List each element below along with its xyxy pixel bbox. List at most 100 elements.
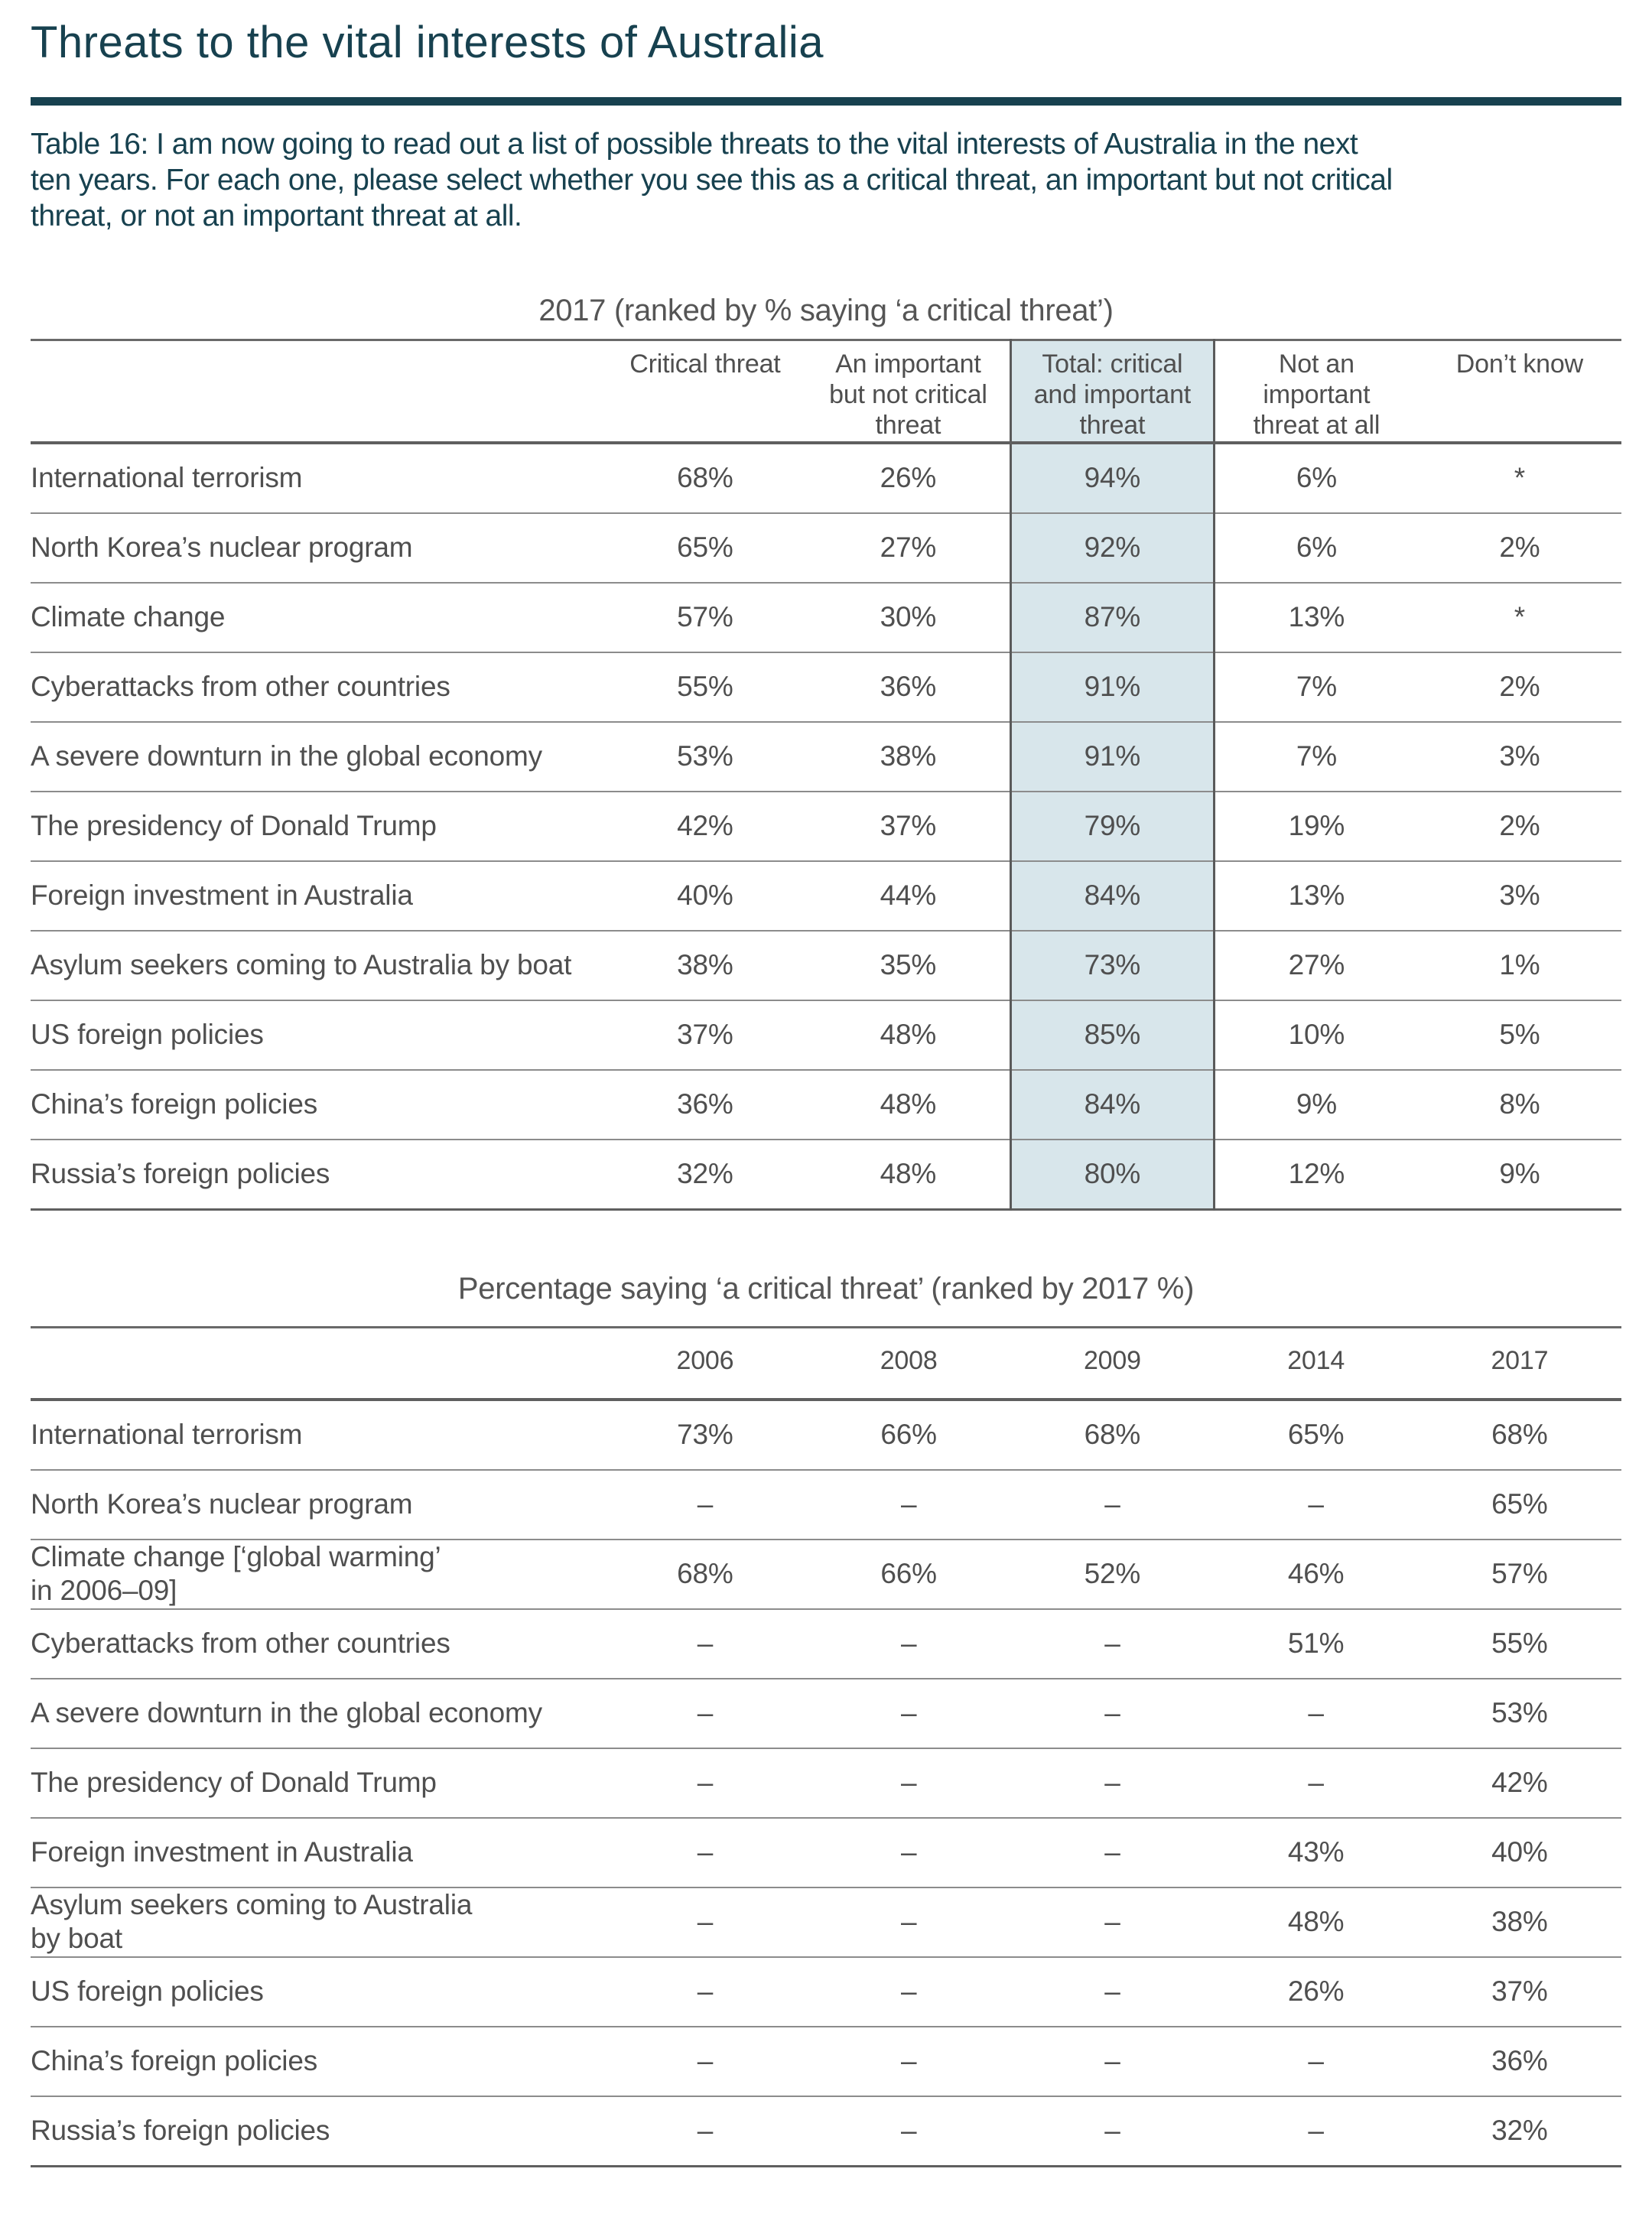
cell-value: 36% — [603, 1068, 808, 1140]
cell-value: 13% — [1214, 581, 1418, 652]
row-label: US foreign policies — [31, 999, 603, 1070]
cell-value: 52% — [1010, 1538, 1215, 1609]
cell-value: – — [807, 1886, 1011, 1957]
cell-value: 13% — [1214, 860, 1418, 931]
cell-value: 66% — [807, 1538, 1011, 1609]
cell-value: – — [1010, 1677, 1215, 1748]
row-label: Foreign investment in Australia — [31, 1816, 603, 1887]
cell-value: 55% — [603, 651, 808, 722]
header-row: Critical threat An important but not crit… — [31, 340, 1621, 443]
cell-value: 80% — [1009, 1138, 1216, 1210]
column-header: Don’t know — [1455, 349, 1583, 379]
cell-value: 38% — [807, 720, 1011, 792]
table-row: Cyberattacks from other countries – – –51% 5… — [31, 1608, 1621, 1679]
table1-title: 2017 (ranked by % saying ‘a critical thr… — [538, 293, 1114, 327]
table-row: Climate change 57% 30% 87% 13% * — [31, 581, 1621, 652]
row-label: A severe downturn in the global economy — [31, 1677, 603, 1748]
column-header: 2006 — [676, 1345, 734, 1375]
cell-value: 42% — [1417, 1747, 1621, 1818]
cell-value: * — [1514, 462, 1525, 494]
cell-value: 84% — [1009, 860, 1216, 931]
row-label: International terrorism — [31, 1419, 303, 1451]
table-row: A severe downturn in the global economy –… — [31, 1677, 1621, 1748]
cell-value: – — [1010, 2025, 1215, 2096]
cell-value: 91% — [1009, 651, 1216, 722]
cell-value: – — [807, 1608, 1011, 1679]
cell-value: 87% — [1009, 581, 1216, 652]
cell-value: 12% — [1214, 1138, 1418, 1210]
row-label: Russia’s foreign policies — [31, 2095, 603, 2167]
row-label: Climate change — [31, 581, 603, 652]
cell-value: – — [1010, 1816, 1215, 1887]
row-label: North Korea’s nuclear program — [31, 1468, 603, 1540]
cell-value: 37% — [807, 790, 1011, 861]
table-row: Foreign investment in Australia – – –43% 40% — [31, 1816, 1621, 1887]
cell-value: – — [1010, 1608, 1215, 1679]
column-header: 2017 — [1491, 1345, 1549, 1375]
cell-value: 73% — [1009, 929, 1216, 1000]
cell-value: 65% — [603, 512, 808, 583]
table1-body: International terrorism 68% 26% 94% 6% * North… — [31, 442, 1621, 1210]
row-label: A severe downturn in the global economy — [31, 720, 603, 792]
table-row: North Korea’s nuclear program 65% 27% 92% 6%… — [31, 512, 1621, 583]
cell-value: 48% — [807, 1138, 1011, 1210]
table-row: China’s foreign policies – – – –36% — [31, 2025, 1621, 2096]
critical-threat-trend-table: 2006 2008 2009 2014 2017 International terro… — [31, 1325, 1621, 2167]
cell-value: – — [603, 1468, 808, 1540]
cell-value: – — [1214, 1677, 1418, 1748]
cell-value: – — [1214, 2095, 1418, 2167]
row-label: The presidency of Donald Trump — [31, 1747, 603, 1818]
cell-value: 84% — [1009, 1068, 1216, 1140]
cell-value: 42% — [603, 790, 808, 861]
cell-value: 37% — [1417, 1956, 1621, 2027]
cell-value: 65% — [1287, 1419, 1345, 1451]
cell-value: 27% — [1214, 929, 1418, 1000]
cell-value: 53% — [603, 720, 808, 792]
row-label: China’s foreign policies — [31, 1068, 603, 1140]
cell-value: 35% — [807, 929, 1011, 1000]
table2-header: 2006 2008 2009 2014 2017 — [31, 1327, 1621, 1400]
cell-value: * — [1417, 581, 1621, 652]
table-row: A severe downturn in the global economy 5… — [31, 720, 1621, 792]
cell-value: 55% — [1417, 1608, 1621, 1679]
cell-value: – — [603, 1816, 808, 1887]
cell-value: 9% — [1417, 1138, 1621, 1210]
table-row: North Korea’s nuclear program – – – –65% — [31, 1468, 1621, 1540]
cell-value: – — [807, 1816, 1011, 1887]
table-caption-text: Table 16: I am now going to read out a l… — [31, 127, 1393, 232]
cell-value: 57% — [1417, 1538, 1621, 1609]
cell-value: 43% — [1214, 1816, 1418, 1887]
table-row: International terrorism 68% 26% 94% 6% * — [31, 442, 1621, 513]
table-row: Russia’s foreign policies 32% 48% 80% 12% 9% — [31, 1138, 1621, 1210]
cell-value: 68% — [603, 1538, 808, 1609]
cell-value: 30% — [807, 581, 1011, 652]
cell-value: – — [807, 1956, 1011, 2027]
table-row: Cyberattacks from other countries 55% 36% 9… — [31, 651, 1621, 722]
row-label: Cyberattacks from other countries — [31, 1608, 603, 1679]
row-label: US foreign policies — [31, 1956, 603, 2027]
cell-value: 68% — [1491, 1419, 1548, 1451]
cell-value: 32% — [603, 1138, 808, 1210]
cell-value: 7% — [1214, 651, 1418, 722]
cell-value: – — [1010, 1956, 1215, 2027]
header-row: 2006 2008 2009 2014 2017 — [31, 1327, 1621, 1400]
row-label: Foreign investment in Australia — [31, 860, 603, 931]
row-label: The presidency of Donald Trump — [31, 790, 603, 861]
threats-2017-table: Critical threat An important but not crit… — [31, 338, 1621, 1211]
column-header: An important but not critical threat — [829, 349, 987, 440]
row-label: Climate change [‘global warming’ in 2006… — [31, 1538, 603, 1609]
cell-value: – — [1010, 1886, 1215, 1957]
cell-value: 7% — [1214, 720, 1418, 792]
cell-value: 6% — [1296, 462, 1337, 494]
cell-value: 10% — [1214, 999, 1418, 1070]
table-row: The presidency of Donald Trump 42% 37% 79% 1… — [31, 790, 1621, 861]
column-header: 2014 — [1287, 1345, 1345, 1375]
column-header: Not an important threat at all — [1253, 349, 1380, 440]
cell-value: 53% — [1417, 1677, 1621, 1748]
row-label: North Korea’s nuclear program — [31, 512, 603, 583]
cell-value: 1% — [1417, 929, 1621, 1000]
cell-value: – — [1214, 1747, 1418, 1818]
cell-value: 85% — [1009, 999, 1216, 1070]
table-row: Foreign investment in Australia 40% 44% 84%… — [31, 860, 1621, 931]
cell-value: 38% — [603, 929, 808, 1000]
